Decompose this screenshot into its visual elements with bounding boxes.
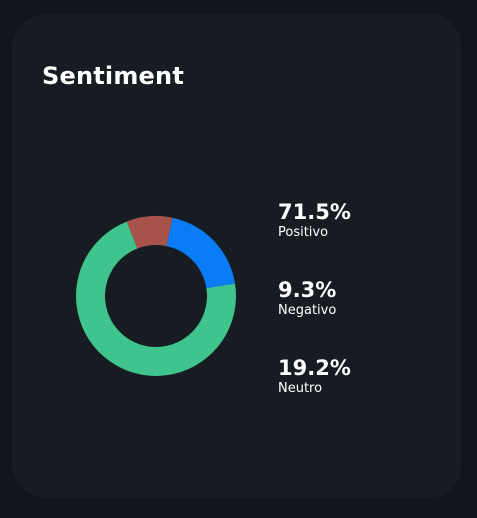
legend-item-negativo: 9.3% Negativo xyxy=(278,278,438,319)
legend-value-positivo: 71.5% xyxy=(278,200,351,224)
legend-value-negativo: 9.3% xyxy=(278,278,337,302)
legend-item-positivo: 71.5% Positivo xyxy=(278,200,438,241)
card-title: Sentiment xyxy=(42,62,184,90)
legend-item-neutro: 19.2% Neutro xyxy=(278,356,438,397)
donut-slice-positivo xyxy=(76,221,236,376)
donut-slice-negativo xyxy=(126,216,173,249)
sentiment-card: Sentiment 71.5% Positivo 9.3% Negativo 1… xyxy=(12,14,462,498)
donut-slice-neutro xyxy=(166,217,236,289)
legend-label-negativo: Negativo xyxy=(278,303,337,318)
legend-value-neutro: 19.2% xyxy=(278,356,351,380)
legend-label-neutro: Neutro xyxy=(278,381,323,396)
legend-label-positivo: Positivo xyxy=(278,225,329,240)
sentiment-donut-chart xyxy=(76,216,236,376)
